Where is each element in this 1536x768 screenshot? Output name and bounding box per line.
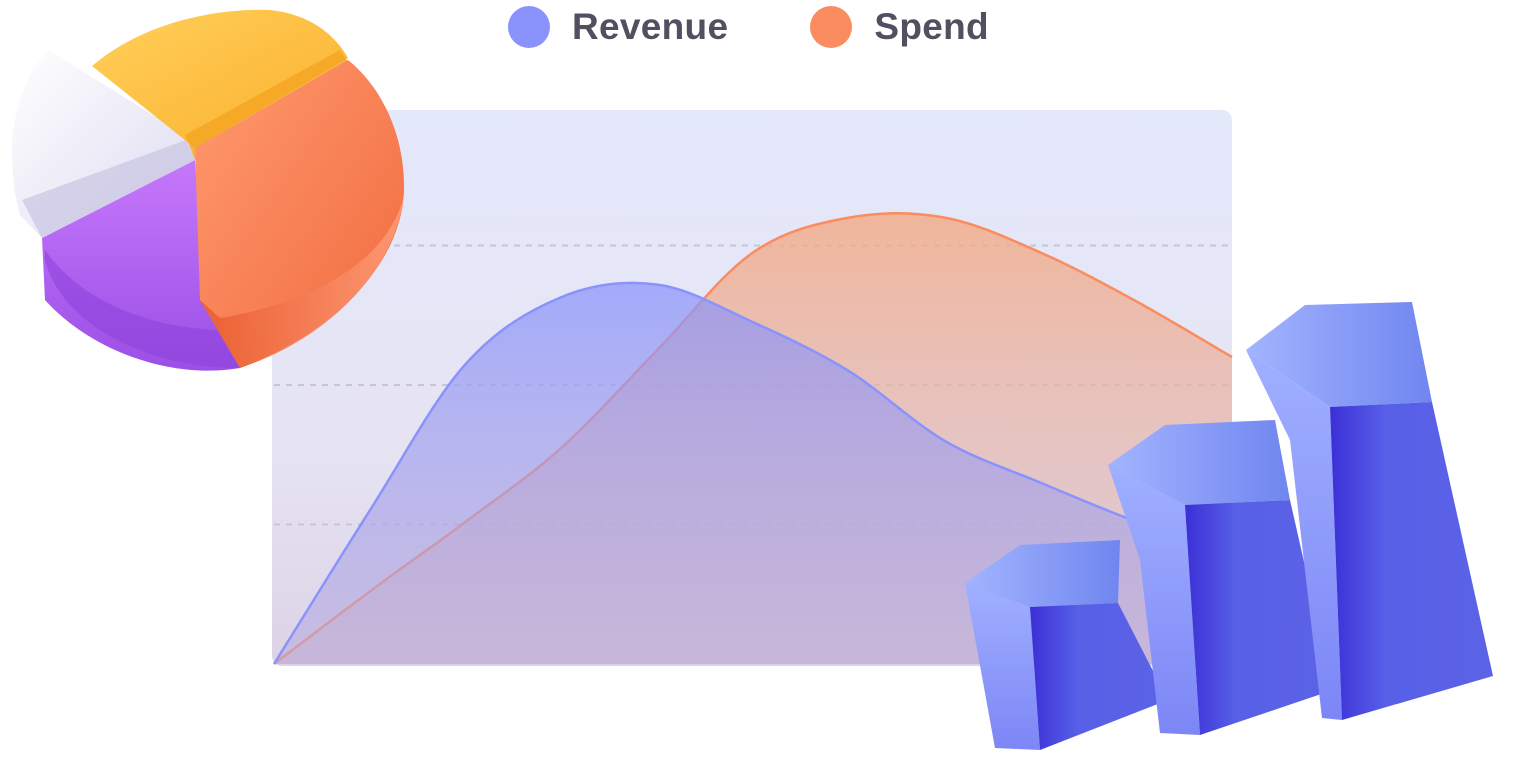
legend-dot-spend [810,6,853,48]
chart-legend: Revenue Spend [508,2,1071,52]
3d-bar-medium [1108,420,1333,735]
legend-item-spend: Spend [810,6,989,48]
3d-bar-small [965,540,1168,750]
legend-item-revenue: Revenue [508,6,728,48]
legend-label-spend: Spend [874,6,989,47]
pie-slice-yellow [92,9,348,148]
3d-bar-tall [1246,302,1493,720]
legend-label-revenue: Revenue [572,6,729,47]
legend-dot-revenue [508,6,550,48]
series-line-revenue [272,281,1233,665]
